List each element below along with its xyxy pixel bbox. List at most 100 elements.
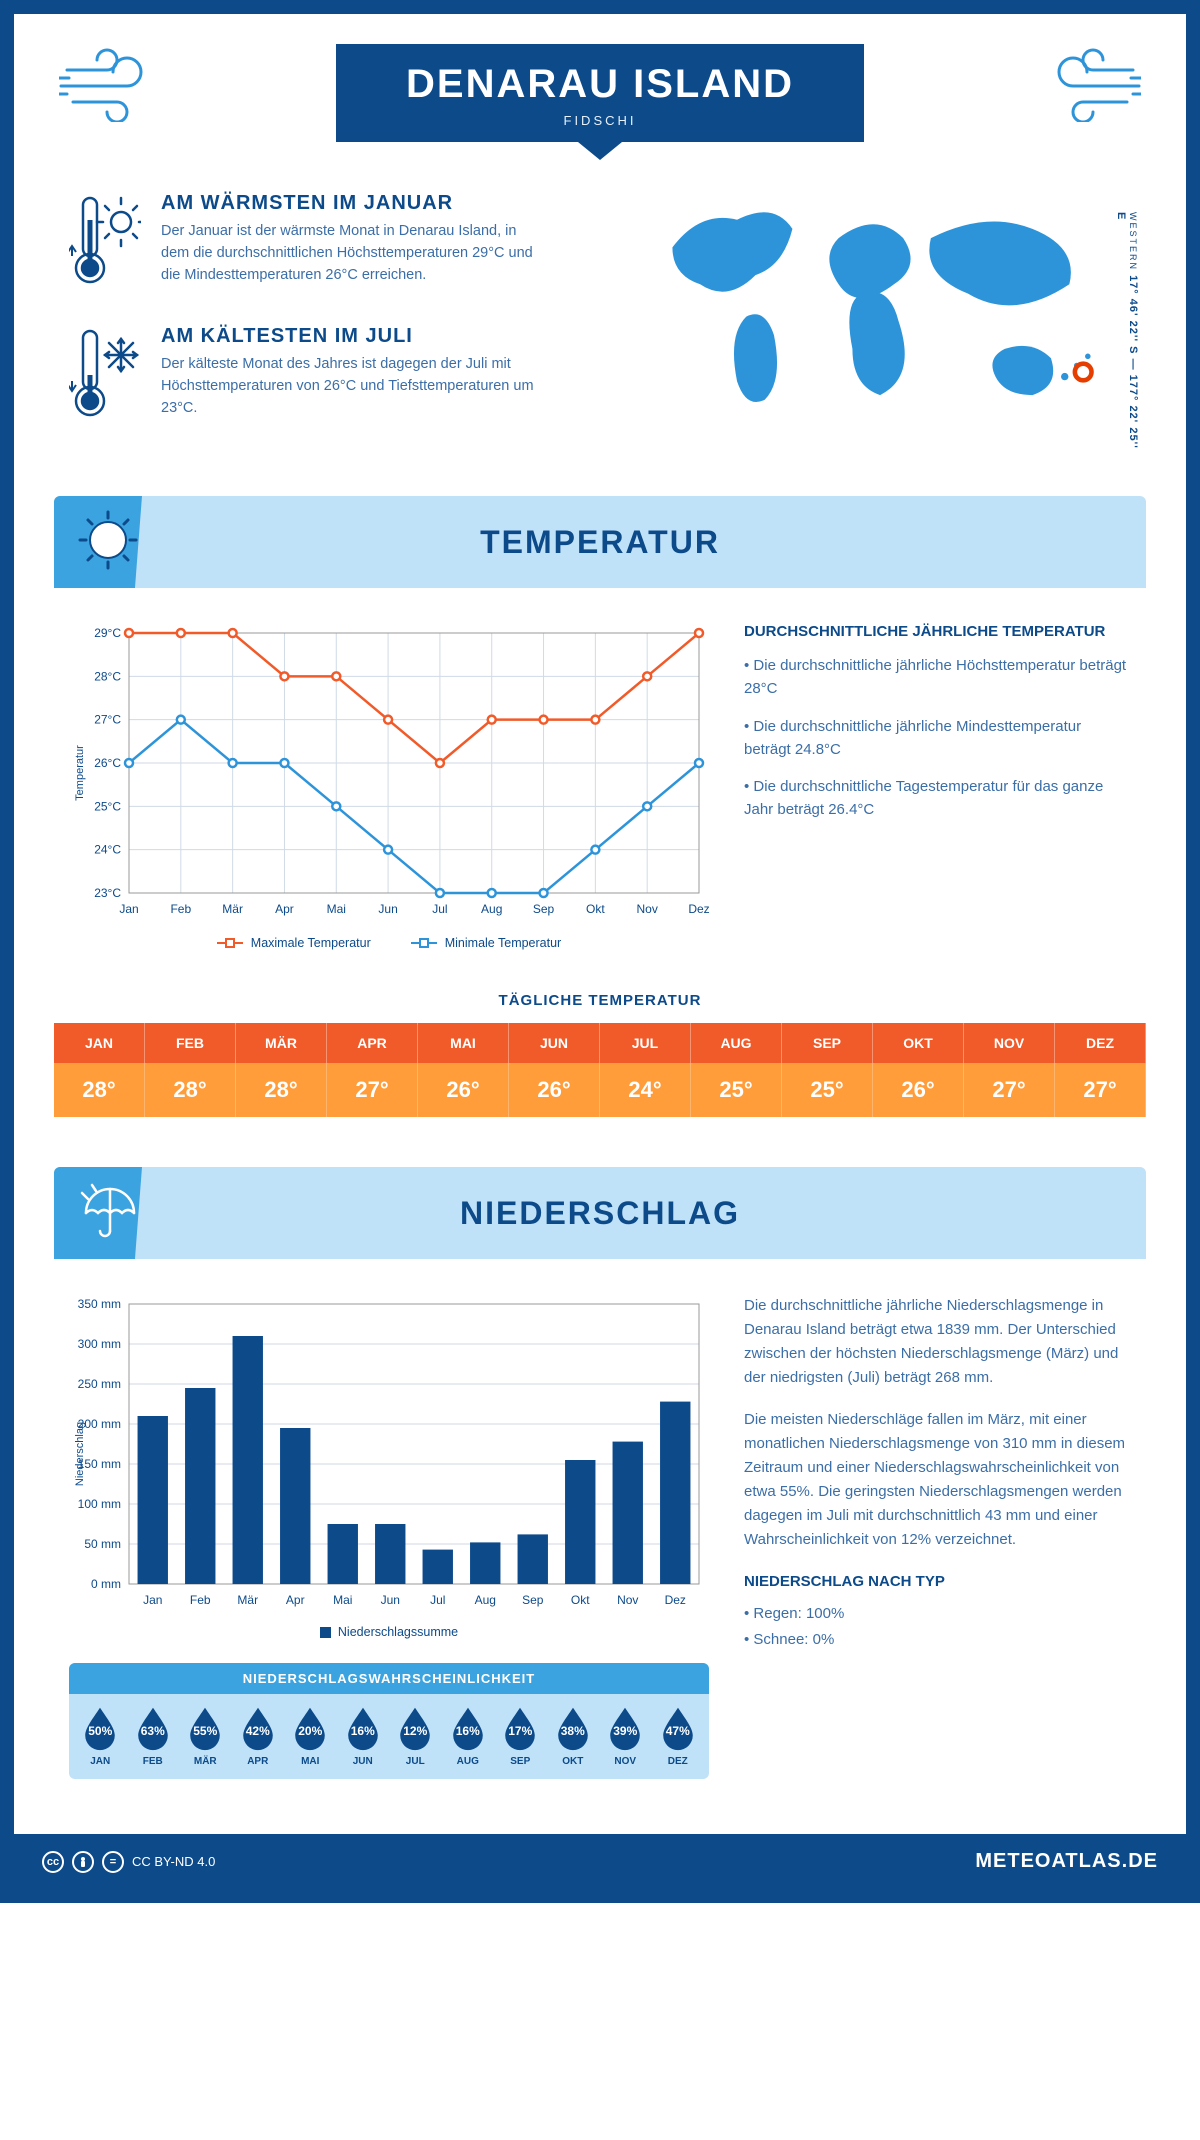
svg-text:Okt: Okt: [586, 902, 605, 916]
svg-text:Jan: Jan: [143, 1593, 162, 1607]
svg-text:Dez: Dez: [688, 902, 709, 916]
temperature-legend: .legend .sw:nth-child(1) .line::before{b…: [69, 936, 709, 950]
title-banner: DENARAU ISLAND FIDSCHI: [336, 44, 864, 142]
precip-prob-cell: 63%FEB: [128, 1704, 179, 1767]
svg-text:Mär: Mär: [237, 1593, 258, 1607]
daily-temp-header: MAI: [418, 1023, 509, 1063]
precip-type-heading: NIEDERSCHLAG NACH TYP: [744, 1570, 1131, 1594]
temperature-banner: TEMPERATUR: [54, 496, 1146, 588]
svg-text:Mär: Mär: [222, 902, 243, 916]
svg-text:Jun: Jun: [381, 1593, 400, 1607]
daily-temp-value: 27°: [964, 1063, 1055, 1117]
temperature-summary: DURCHSCHNITTLICHE JÄHRLICHE TEMPERATUR •…: [744, 623, 1131, 836]
nd-icon: =: [102, 1851, 124, 1873]
svg-text:Apr: Apr: [275, 902, 294, 916]
daily-temp-value: 26°: [509, 1063, 600, 1117]
coldest-block: AM KÄLTESTEN IM JULI Der kälteste Monat …: [69, 325, 580, 430]
precip-prob-cell: 47%DEZ: [653, 1704, 704, 1767]
svg-text:Feb: Feb: [190, 1593, 211, 1607]
cc-icon: cc: [42, 1851, 64, 1873]
daily-temp-value: 28°: [54, 1063, 145, 1117]
precipitation-content: 0 mm50 mm100 mm150 mm200 mm250 mm300 mm3…: [14, 1259, 1186, 1804]
daily-temp-title: TÄGLICHE TEMPERATUR: [14, 992, 1186, 1009]
svg-text:Temperatur: Temperatur: [74, 745, 86, 801]
svg-text:Okt: Okt: [571, 1593, 590, 1607]
svg-text:Sep: Sep: [522, 1593, 544, 1607]
svg-text:Sep: Sep: [533, 902, 555, 916]
warmest-text: Der Januar ist der wärmste Monat in Dena…: [161, 221, 541, 286]
daily-temp-header: MÄR: [236, 1023, 327, 1063]
svg-text:Nov: Nov: [637, 902, 658, 916]
temp-summary-heading: DURCHSCHNITTLICHE JÄHRLICHE TEMPERATUR: [744, 623, 1131, 640]
daily-temp-header: JUL: [600, 1023, 691, 1063]
precip-prob-title: NIEDERSCHLAGSWAHRSCHEINLICHKEIT: [69, 1663, 709, 1694]
precip-prob-cell: 50%JAN: [75, 1704, 126, 1767]
svg-text:24°C: 24°C: [94, 843, 121, 857]
warmest-title: AM WÄRMSTEN IM JANUAR: [161, 192, 541, 215]
coldest-text: Der kälteste Monat des Jahres ist dagege…: [161, 354, 541, 419]
daily-temp-header: FEB: [145, 1023, 236, 1063]
warmest-block: AM WÄRMSTEN IM JANUAR Der Januar ist der…: [69, 192, 580, 297]
daily-temp-value: 25°: [691, 1063, 782, 1117]
precip-prob-cell: 16%JUN: [338, 1704, 389, 1767]
svg-text:Dez: Dez: [665, 1593, 686, 1607]
temperature-heading: TEMPERATUR: [480, 524, 720, 561]
svg-text:25°C: 25°C: [94, 799, 121, 813]
svg-text:0 mm: 0 mm: [91, 1577, 121, 1591]
precip-prob-grid: 50%JAN63%FEB55%MÄR42%APR20%MAI16%JUN12%J…: [69, 1694, 709, 1771]
by-icon: [72, 1851, 94, 1873]
svg-text:100 mm: 100 mm: [78, 1497, 121, 1511]
sun-icon: [76, 508, 140, 577]
precip-probability-box: NIEDERSCHLAGSWAHRSCHEINLICHKEIT 50%JAN63…: [69, 1663, 709, 1779]
infographic-page: DENARAU ISLAND FIDSCHI: [0, 0, 1200, 1903]
umbrella-icon: [76, 1179, 140, 1248]
coldest-title: AM KÄLTESTEN IM JULI: [161, 325, 541, 348]
precipitation-heading: NIEDERSCHLAG: [460, 1195, 740, 1232]
daily-temp-value: 24°: [600, 1063, 691, 1117]
svg-text:Aug: Aug: [481, 902, 502, 916]
svg-text:23°C: 23°C: [94, 886, 121, 900]
precipitation-summary: Die durchschnittliche jährliche Niedersc…: [744, 1294, 1131, 1670]
svg-text:28°C: 28°C: [94, 669, 121, 683]
precip-prob-cell: 16%AUG: [443, 1704, 494, 1767]
svg-text:Jul: Jul: [430, 1593, 445, 1607]
coordinates-label: WESTERN 17° 46' 22'' S — 177° 22' 25'' E: [1115, 212, 1139, 458]
precip-prob-cell: 38%OKT: [548, 1704, 599, 1767]
precip-prob-cell: 20%MAI: [285, 1704, 336, 1767]
daily-temp-header: DEZ: [1055, 1023, 1146, 1063]
precip-prob-cell: 17%SEP: [495, 1704, 546, 1767]
page-subtitle: FIDSCHI: [406, 113, 794, 128]
world-map-icon: [620, 192, 1131, 432]
precip-prob-cell: 42%APR: [233, 1704, 284, 1767]
svg-text:300 mm: 300 mm: [78, 1337, 121, 1351]
svg-text:26°C: 26°C: [94, 756, 121, 770]
intro-text-column: AM WÄRMSTEN IM JANUAR Der Januar ist der…: [69, 192, 580, 458]
svg-text:350 mm: 350 mm: [78, 1297, 121, 1311]
precip-prob-cell: 12%JUL: [390, 1704, 441, 1767]
daily-temp-header: JUN: [509, 1023, 600, 1063]
brand-label: METEOATLAS.DE: [975, 1850, 1158, 1873]
precipitation-left-column: 0 mm50 mm100 mm150 mm200 mm250 mm300 mm3…: [69, 1294, 709, 1779]
header: DENARAU ISLAND FIDSCHI: [14, 14, 1186, 182]
svg-text:Jul: Jul: [432, 902, 447, 916]
svg-text:Jan: Jan: [119, 902, 138, 916]
precip-prob-cell: 39%NOV: [600, 1704, 651, 1767]
svg-text:Jun: Jun: [378, 902, 397, 916]
precip-legend: Niederschlagssumme: [69, 1625, 709, 1639]
thermometer-hot-icon: [69, 192, 141, 297]
daily-temp-header: SEP: [782, 1023, 873, 1063]
svg-text:Feb: Feb: [170, 902, 191, 916]
wind-icon: [59, 42, 169, 127]
daily-temp-header: OKT: [873, 1023, 964, 1063]
svg-text:Niederschlag: Niederschlag: [74, 1422, 86, 1486]
daily-temp-value: 26°: [418, 1063, 509, 1117]
map-column: WESTERN 17° 46' 22'' S — 177° 22' 25'' E: [620, 192, 1131, 458]
daily-temp-value: 26°: [873, 1063, 964, 1117]
svg-text:Aug: Aug: [475, 1593, 496, 1607]
daily-temp-header: AUG: [691, 1023, 782, 1063]
license-text: CC BY-ND 4.0: [132, 1854, 215, 1869]
daily-temp-value: 28°: [145, 1063, 236, 1117]
svg-text:29°C: 29°C: [94, 626, 121, 640]
svg-text:250 mm: 250 mm: [78, 1377, 121, 1391]
daily-temp-value: 28°: [236, 1063, 327, 1117]
